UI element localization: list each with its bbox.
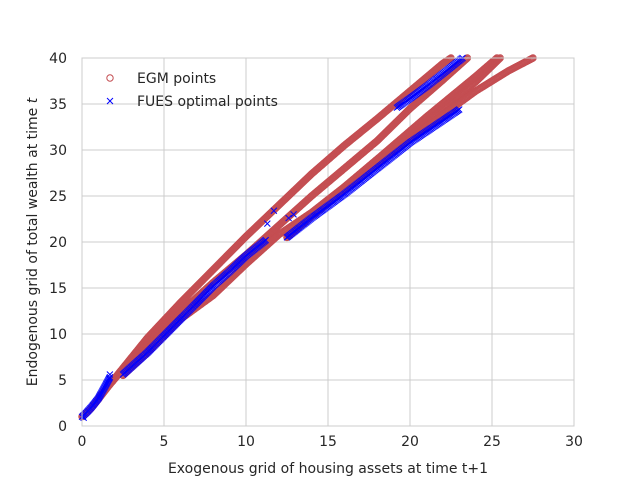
x-tick-labels: 0 5 10 15 20 25 30: [78, 434, 583, 450]
y-tick-label: 40: [49, 51, 67, 67]
fues-optimal-points: [78, 54, 466, 422]
x-tick-label: 20: [401, 434, 419, 450]
plot-frame: [81, 57, 575, 427]
legend-egm-label: EGM points: [137, 71, 216, 87]
fues-point: [290, 211, 297, 218]
y-tick-label: 0: [58, 419, 67, 435]
legend-fues-marker: [106, 97, 114, 105]
grid: [81, 57, 575, 427]
fues-point: [106, 371, 114, 378]
egm-point: [491, 55, 500, 64]
egm-point: [462, 55, 470, 64]
fues-point: [270, 207, 278, 215]
egm-point: [492, 54, 500, 63]
legend-fues-label: FUES optimal points: [137, 94, 278, 110]
x-tick-label: 15: [319, 434, 337, 450]
y-tick-label: 10: [49, 327, 67, 343]
x-tick-label: 30: [565, 434, 583, 450]
y-tick-label: 20: [49, 235, 67, 251]
y-axis-label-main: Endogenous grid of total wealth at time: [25, 103, 41, 386]
y-tick-label: 35: [49, 97, 67, 113]
x-tick-label: 5: [160, 434, 169, 450]
y-tick-label: 25: [49, 189, 67, 205]
y-axis-label: Endogenous grid of total wealth at time …: [25, 97, 41, 386]
x-tick-label: 10: [237, 434, 255, 450]
y-tick-labels: 0 5 10 15 20 25 30 35 40: [49, 51, 67, 435]
egm-point: [490, 56, 499, 64]
legend: EGM points FUES optimal points: [106, 71, 278, 110]
fues-point: [263, 220, 271, 227]
y-axis-label-var: t: [25, 97, 41, 103]
fues-point: [455, 106, 463, 113]
fues-point: [262, 236, 270, 244]
y-tick-label: 15: [49, 281, 67, 297]
x-tick-label: 25: [483, 434, 501, 450]
y-tick-label: 5: [58, 373, 67, 389]
x-tick-label: 0: [78, 434, 87, 450]
x-axis-label: Exogenous grid of housing assets at time…: [168, 461, 488, 477]
fues-point: [106, 373, 114, 381]
fues-point: [285, 214, 292, 222]
y-tick-label: 30: [49, 143, 67, 159]
legend-egm-marker: [106, 74, 114, 82]
